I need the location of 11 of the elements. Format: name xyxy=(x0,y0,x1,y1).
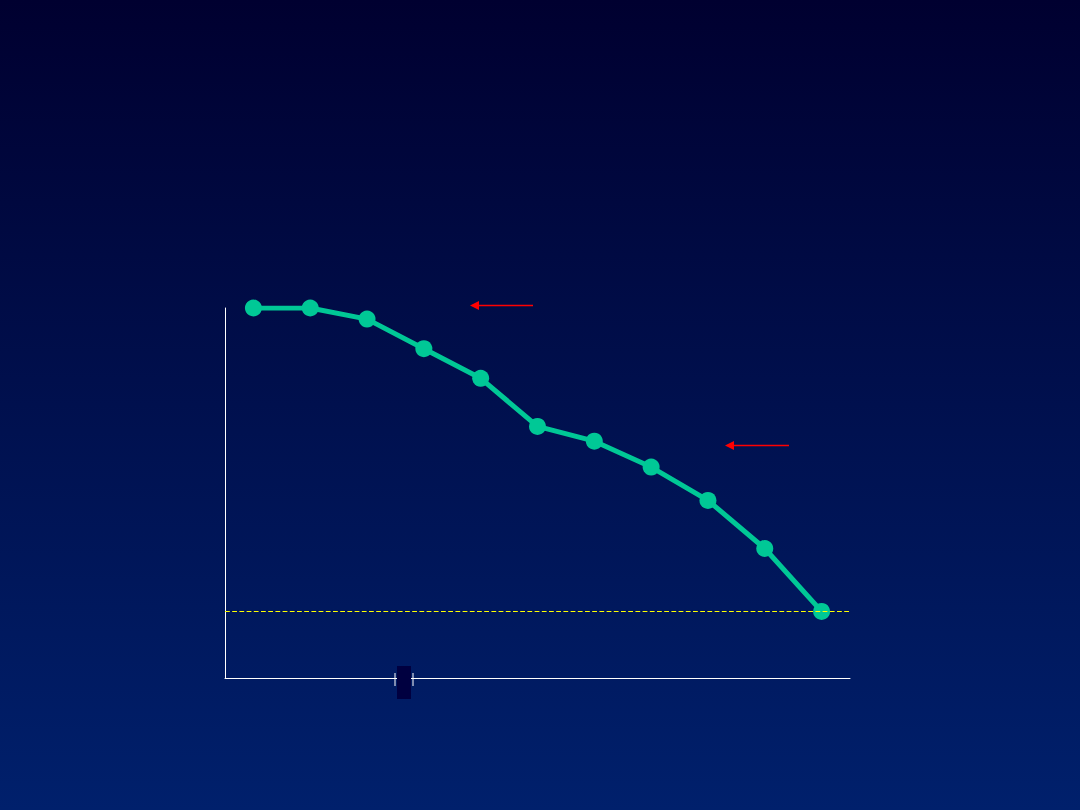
point xyxy=(529,417,546,435)
point xyxy=(585,432,603,450)
point xyxy=(699,491,717,509)
point xyxy=(642,458,660,476)
point xyxy=(244,299,262,317)
point xyxy=(358,310,376,328)
point xyxy=(301,299,319,317)
point xyxy=(813,602,831,620)
point xyxy=(472,369,490,387)
point xyxy=(415,340,433,358)
point xyxy=(756,540,774,557)
